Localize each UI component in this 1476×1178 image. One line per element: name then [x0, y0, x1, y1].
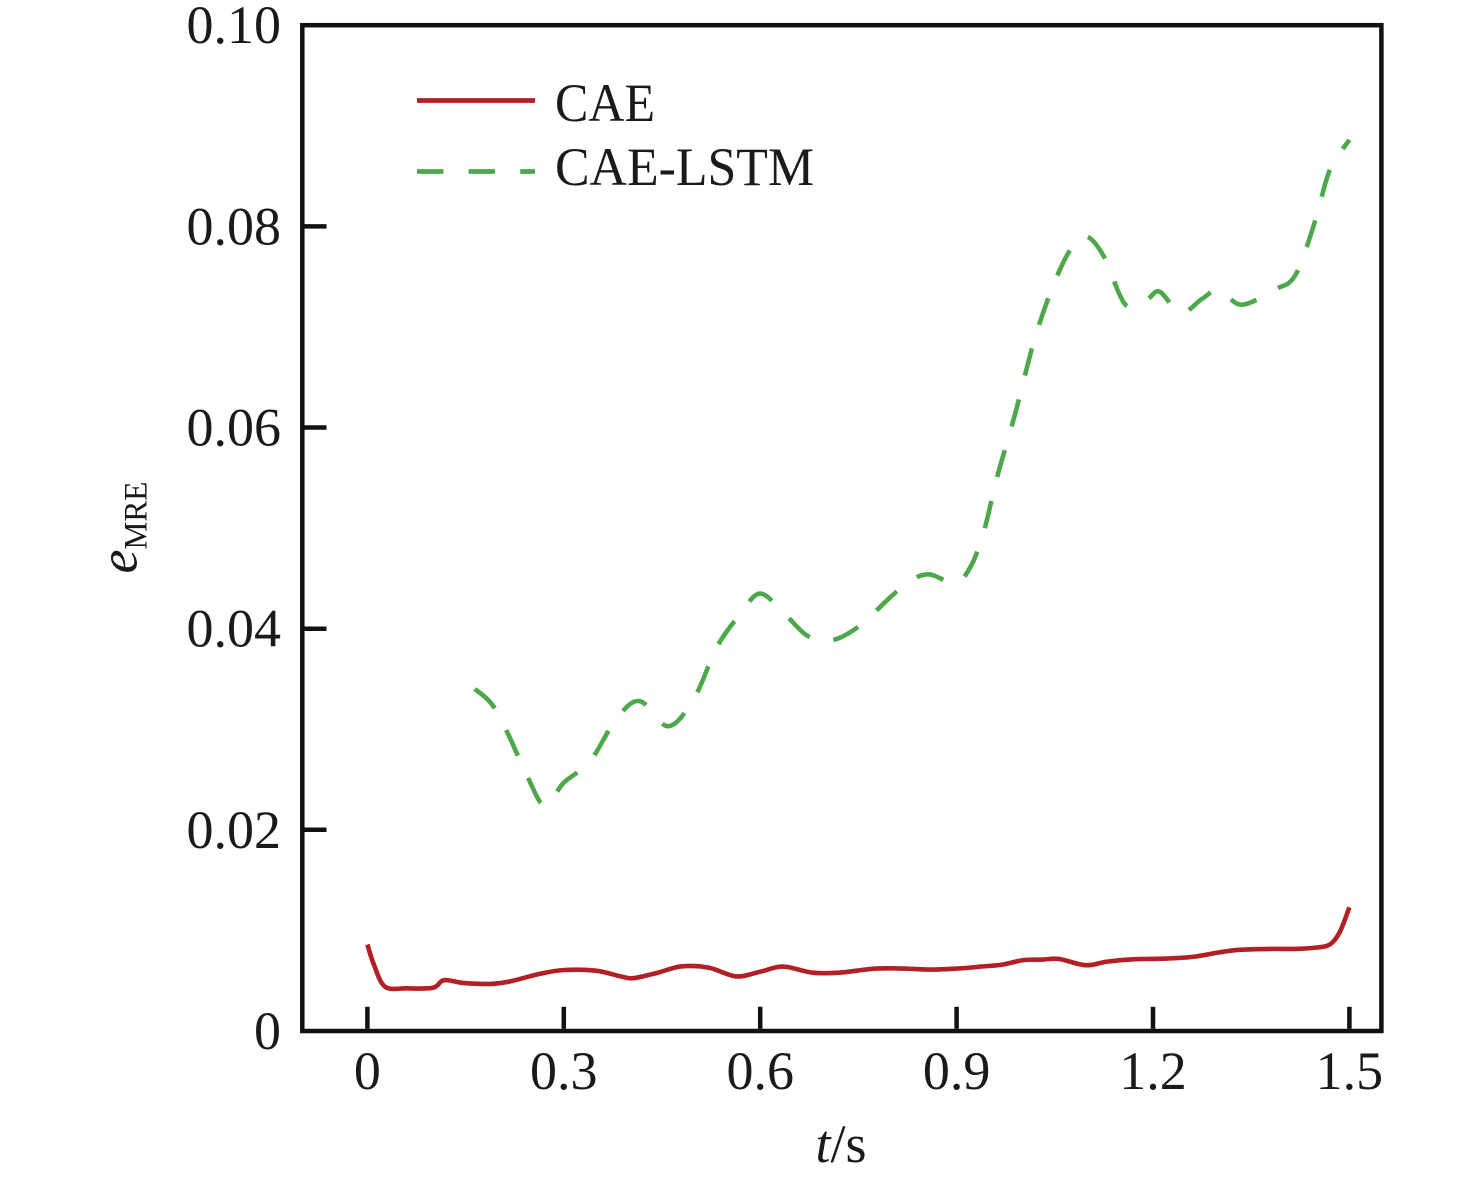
- svg-text:0.02: 0.02: [187, 800, 282, 860]
- svg-text:0.04: 0.04: [187, 599, 282, 659]
- svg-text:0.08: 0.08: [187, 196, 282, 256]
- svg-text:CAE: CAE: [555, 73, 655, 133]
- svg-text:t/s: t/s: [815, 1114, 866, 1174]
- svg-text:0.6: 0.6: [726, 1041, 794, 1101]
- svg-text:0.06: 0.06: [187, 398, 282, 458]
- svg-text:1.2: 1.2: [1119, 1041, 1187, 1101]
- svg-text:1.5: 1.5: [1316, 1041, 1384, 1101]
- svg-text:eMRE: eMRE: [89, 482, 155, 574]
- svg-text:CAE-LSTM: CAE-LSTM: [555, 137, 814, 197]
- svg-text:0: 0: [354, 1041, 381, 1101]
- svg-text:0.3: 0.3: [530, 1041, 598, 1101]
- svg-text:0.10: 0.10: [187, 0, 282, 55]
- svg-text:0: 0: [254, 1001, 281, 1061]
- svg-text:0.9: 0.9: [923, 1041, 991, 1101]
